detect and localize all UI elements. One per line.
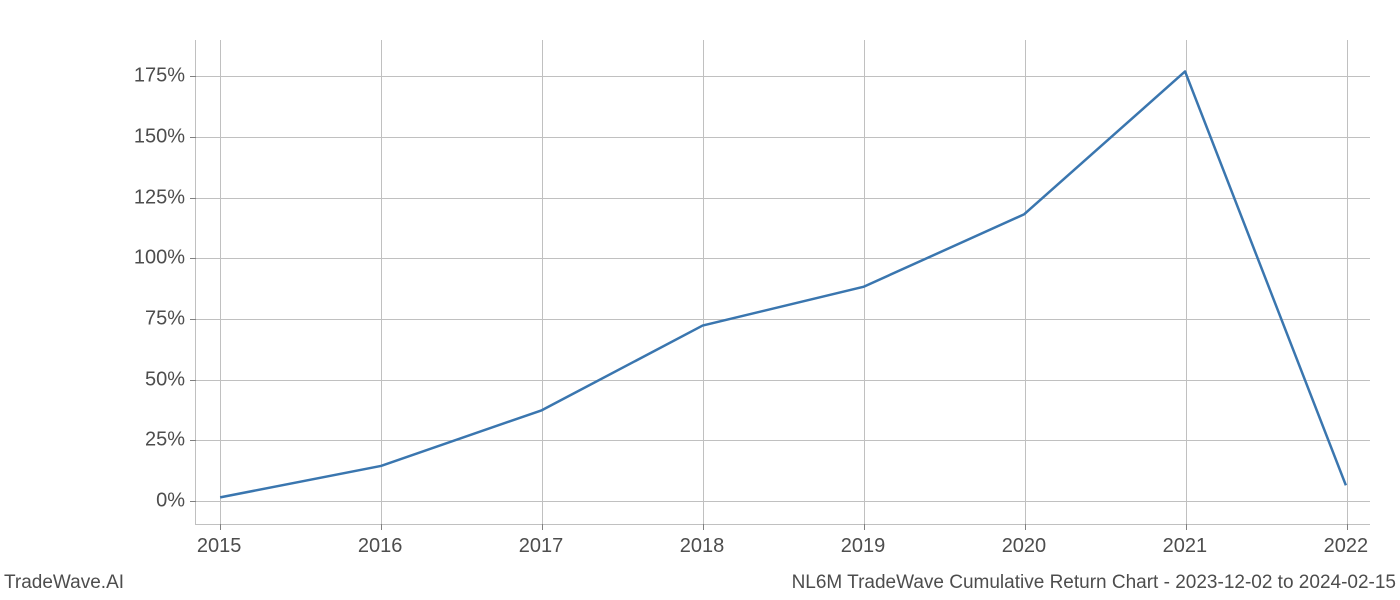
xtick-mark <box>1347 524 1348 530</box>
xtick-label: 2020 <box>1002 535 1047 558</box>
xtick-mark <box>542 524 543 530</box>
ytick-mark <box>190 440 196 441</box>
ytick-label: 0% <box>156 489 185 512</box>
ytick-label: 175% <box>134 65 185 88</box>
xtick-mark <box>703 524 704 530</box>
ytick-mark <box>190 137 196 138</box>
xtick-mark <box>1186 524 1187 530</box>
ytick-mark <box>190 501 196 502</box>
xtick-mark <box>864 524 865 530</box>
ytick-label: 150% <box>134 126 185 149</box>
ytick-label: 25% <box>145 429 185 452</box>
xtick-label: 2022 <box>1324 535 1369 558</box>
chart-container <box>195 40 1370 525</box>
ytick-mark <box>190 319 196 320</box>
plot-area <box>195 40 1370 525</box>
xtick-label: 2021 <box>1163 535 1208 558</box>
xtick-mark <box>220 524 221 530</box>
ytick-label: 50% <box>145 368 185 391</box>
ytick-mark <box>190 258 196 259</box>
xtick-mark <box>381 524 382 530</box>
xtick-label: 2017 <box>519 535 564 558</box>
series-line <box>220 71 1346 497</box>
xtick-label: 2018 <box>680 535 725 558</box>
xtick-label: 2019 <box>841 535 886 558</box>
footer-caption: NL6M TradeWave Cumulative Return Chart -… <box>792 572 1396 594</box>
ytick-mark <box>190 198 196 199</box>
ytick-label: 75% <box>145 307 185 330</box>
ytick-label: 100% <box>134 247 185 270</box>
line-chart-svg <box>196 40 1370 524</box>
xtick-label: 2016 <box>358 535 403 558</box>
ytick-mark <box>190 380 196 381</box>
ytick-label: 125% <box>134 186 185 209</box>
ytick-mark <box>190 76 196 77</box>
xtick-label: 2015 <box>197 535 242 558</box>
footer-brand: TradeWave.AI <box>4 572 124 594</box>
xtick-mark <box>1025 524 1026 530</box>
